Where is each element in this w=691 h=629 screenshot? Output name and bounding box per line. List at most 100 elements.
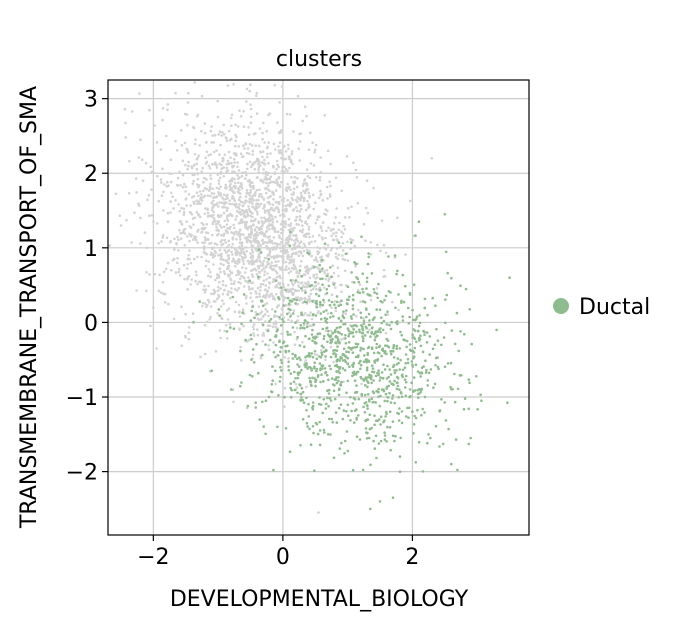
scatter-point-ductal bbox=[313, 350, 317, 353]
scatter-point-ductal bbox=[231, 295, 235, 299]
scatter-point-ductal bbox=[384, 344, 387, 347]
scatter-point-ductal bbox=[372, 391, 376, 395]
scatter-point-ductal bbox=[305, 421, 309, 425]
scatter-point bbox=[250, 144, 254, 147]
scatter-point bbox=[255, 112, 259, 115]
scatter-point-ductal bbox=[335, 370, 339, 373]
scatter-point bbox=[360, 382, 363, 386]
scatter-point bbox=[304, 208, 308, 212]
scatter-point-ductal bbox=[404, 362, 408, 365]
scatter-point bbox=[231, 236, 235, 239]
scatter-point bbox=[292, 191, 296, 194]
scatter-point bbox=[294, 296, 298, 300]
scatter-point bbox=[263, 158, 266, 162]
scatter-point bbox=[250, 197, 254, 200]
scatter-point bbox=[199, 280, 203, 284]
scatter-point bbox=[172, 207, 175, 210]
scatter-point-ductal bbox=[300, 274, 304, 278]
scatter-point-ductal bbox=[373, 291, 376, 294]
scatter-point bbox=[123, 107, 127, 111]
scatter-point bbox=[149, 165, 153, 169]
scatter-point bbox=[183, 232, 187, 235]
scatter-point-ductal bbox=[252, 361, 256, 364]
scatter-point bbox=[257, 198, 260, 202]
scatter-point bbox=[255, 91, 259, 95]
scatter-point bbox=[227, 307, 231, 310]
scatter-point bbox=[391, 300, 394, 304]
scatter-point bbox=[307, 228, 311, 231]
scatter-point bbox=[318, 247, 322, 250]
scatter-point bbox=[241, 308, 245, 311]
scatter-point-ductal bbox=[400, 410, 404, 413]
scatter-point-ductal bbox=[351, 371, 355, 375]
scatter-point bbox=[217, 187, 221, 191]
scatter-point-ductal bbox=[345, 302, 349, 305]
scatter-point bbox=[300, 289, 304, 292]
scatter-point bbox=[249, 189, 253, 192]
scatter-point-ductal bbox=[426, 313, 429, 317]
scatter-point bbox=[207, 164, 211, 168]
scatter-point bbox=[280, 231, 283, 235]
scatter-point-ductal bbox=[295, 298, 299, 302]
scatter-point bbox=[206, 211, 210, 215]
scatter-point-ductal bbox=[299, 444, 302, 447]
scatter-point-ductal bbox=[293, 370, 296, 374]
scatter-point bbox=[259, 282, 263, 286]
scatter-point bbox=[364, 239, 367, 242]
scatter-point bbox=[236, 251, 239, 255]
scatter-point bbox=[312, 273, 316, 277]
scatter-point-ductal bbox=[456, 468, 459, 472]
scatter-point bbox=[282, 299, 286, 302]
scatter-point bbox=[292, 260, 296, 264]
scatter-point-ductal bbox=[363, 393, 367, 397]
scatter-point-ductal bbox=[269, 317, 273, 321]
grid-lines bbox=[108, 80, 529, 535]
scatter-point bbox=[230, 124, 233, 127]
scatter-point bbox=[266, 324, 270, 327]
scatter-point-ductal bbox=[415, 315, 419, 319]
scatter-point-ductal bbox=[309, 381, 313, 384]
scatter-point-ductal bbox=[357, 361, 361, 365]
scatter-point bbox=[261, 155, 264, 159]
scatter-point bbox=[279, 149, 283, 152]
scatter-point bbox=[258, 271, 261, 274]
scatter-point-ductal bbox=[278, 380, 282, 383]
scatter-point bbox=[222, 166, 225, 169]
scatter-point bbox=[162, 190, 165, 194]
scatter-point bbox=[238, 253, 242, 257]
scatter-point bbox=[210, 141, 213, 144]
scatter-point-ductal bbox=[437, 367, 440, 371]
scatter-point bbox=[235, 289, 239, 292]
scatter-point bbox=[348, 216, 351, 219]
scatter-point-ductal bbox=[386, 396, 390, 399]
scatter-point bbox=[252, 184, 255, 188]
scatter-point-ductal bbox=[355, 416, 359, 420]
scatter-point bbox=[321, 221, 325, 224]
scatter-point bbox=[153, 272, 157, 276]
scatter-point bbox=[408, 199, 412, 203]
scatter-point-ductal bbox=[314, 301, 318, 305]
scatter-point-ductal bbox=[291, 326, 295, 329]
scatter-point bbox=[130, 241, 133, 244]
scatter-point bbox=[235, 273, 238, 277]
scatter-point bbox=[264, 320, 267, 323]
scatter-point-ductal bbox=[372, 317, 376, 320]
scatter-point-ductal bbox=[357, 414, 360, 417]
scatter-point bbox=[272, 180, 276, 184]
scatter-point-ductal bbox=[316, 432, 320, 436]
scatter-point bbox=[216, 99, 219, 103]
scatter-point bbox=[255, 231, 259, 234]
scatter-point-ductal bbox=[386, 339, 390, 342]
scatter-point bbox=[273, 227, 277, 230]
scatter-point-ductal bbox=[262, 425, 266, 428]
scatter-point bbox=[278, 243, 282, 246]
scatter-point bbox=[306, 206, 310, 210]
scatter-point-ductal bbox=[459, 284, 462, 288]
scatter-point bbox=[161, 292, 165, 295]
scatter-point bbox=[235, 205, 238, 209]
scatter-point-ductal bbox=[321, 303, 325, 307]
scatter-point bbox=[254, 217, 257, 221]
scatter-point bbox=[277, 210, 281, 214]
scatter-point bbox=[309, 267, 313, 270]
scatter-point bbox=[301, 228, 305, 231]
